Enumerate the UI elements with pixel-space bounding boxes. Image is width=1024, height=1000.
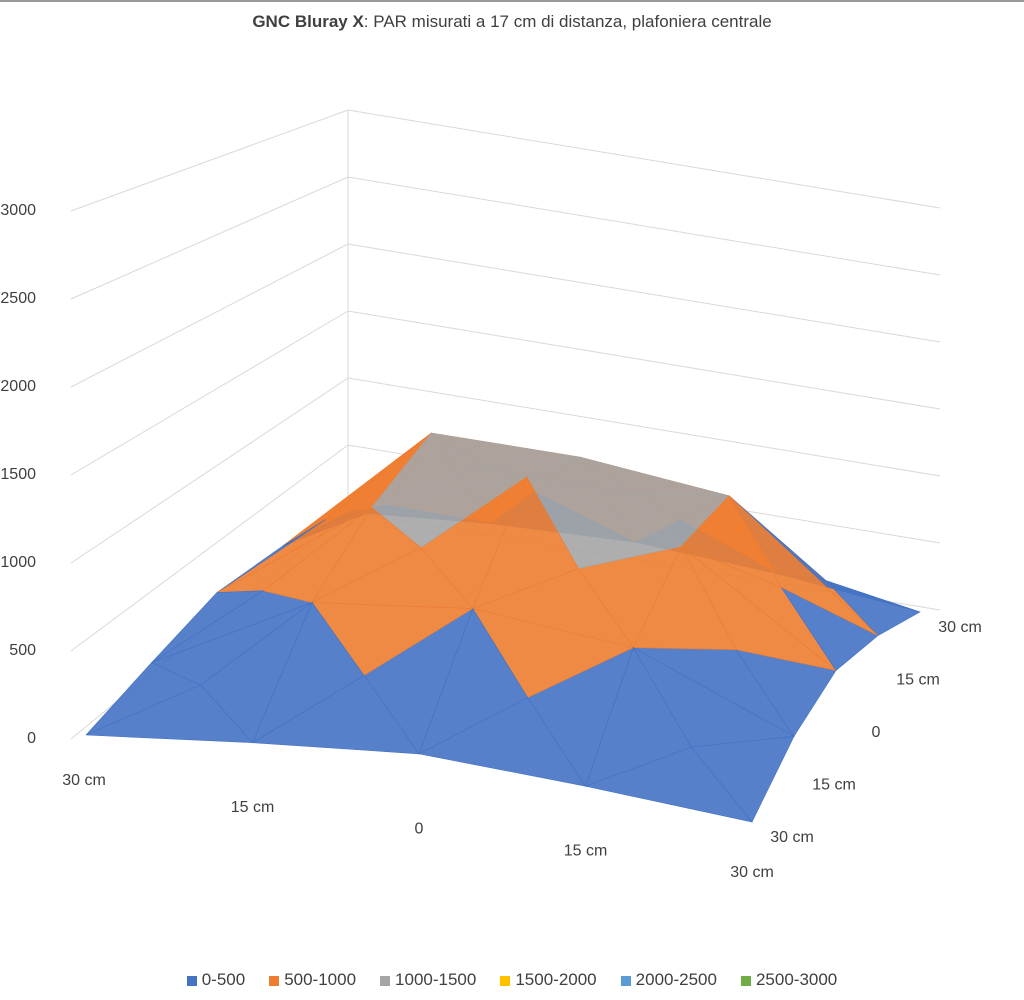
z-tick-label: 3000	[0, 202, 36, 219]
title-bold: GNC Bluray X	[252, 12, 364, 31]
z-tick-label: 1500	[0, 466, 36, 483]
x-tick-label: 15 cm	[231, 799, 275, 816]
legend-label: 2500-3000	[755, 970, 838, 989]
surface-facet	[251, 601, 365, 744]
z-tick-label: 1000	[0, 554, 36, 571]
legend-swatch	[620, 975, 631, 986]
gridline	[70, 176, 941, 300]
legend-swatch	[740, 975, 751, 986]
y-tick-label: 15 cm	[812, 777, 856, 794]
legend-item: 1000-1500	[380, 970, 476, 990]
legend-label: 1000-1500	[395, 970, 477, 989]
surface-facet	[418, 607, 529, 755]
legend-swatch	[186, 975, 197, 986]
x-tick-label: 0	[415, 821, 424, 838]
legend-label: 2000-2500	[635, 970, 717, 989]
z-tick-label: 500	[9, 642, 36, 659]
x-tick-label: 15 cm	[564, 842, 608, 859]
y-tick-label: 15 cm	[896, 672, 940, 689]
surface-facet	[370, 432, 479, 509]
legend: 0-500 500-1000 1000-1500 1500-2000 2000-2500…	[0, 970, 1024, 990]
legend-label: 1500-2000	[515, 970, 597, 989]
z-tick-label: 2000	[0, 378, 36, 395]
chart-title: GNC Bluray X: PAR misurati a 17 cm di di…	[0, 12, 1024, 32]
legend-item: 0-500	[186, 970, 246, 990]
surface-facet	[472, 475, 579, 610]
surface-facet	[585, 646, 692, 787]
surface-facet	[151, 590, 265, 663]
surface-facet	[632, 545, 737, 650]
legend-label: 0-500	[201, 970, 246, 989]
legend-swatch	[269, 975, 280, 986]
gridline	[70, 109, 941, 212]
z-tick-label: 2500	[0, 290, 36, 307]
surface-facet	[680, 495, 782, 588]
x-tick-label: 30 cm	[730, 864, 774, 881]
x-tick-label: 30 cm	[62, 772, 106, 789]
legend-item: 2500-3000	[740, 970, 838, 990]
surface-facet	[525, 456, 630, 495]
legend-item: 500-1000	[269, 970, 356, 990]
y-tick-label: 0	[872, 724, 881, 741]
legend-swatch	[380, 975, 391, 986]
surface-facet	[311, 506, 422, 604]
legend-swatch	[500, 975, 511, 986]
title-rest: : PAR misurati a 17 cm di distanza, plaf…	[363, 12, 772, 31]
y-tick-label: 30 cm	[770, 829, 814, 846]
legend-item: 2000-2500	[620, 970, 717, 990]
surface-facet	[85, 662, 202, 736]
legend-item: 1500-2000	[500, 970, 597, 990]
y-tick-label: 30 cm	[938, 619, 982, 636]
z-tick-label: 0	[27, 730, 36, 747]
surface-facet	[216, 519, 326, 593]
gridline	[70, 243, 941, 388]
legend-label: 500-1000	[284, 970, 357, 989]
